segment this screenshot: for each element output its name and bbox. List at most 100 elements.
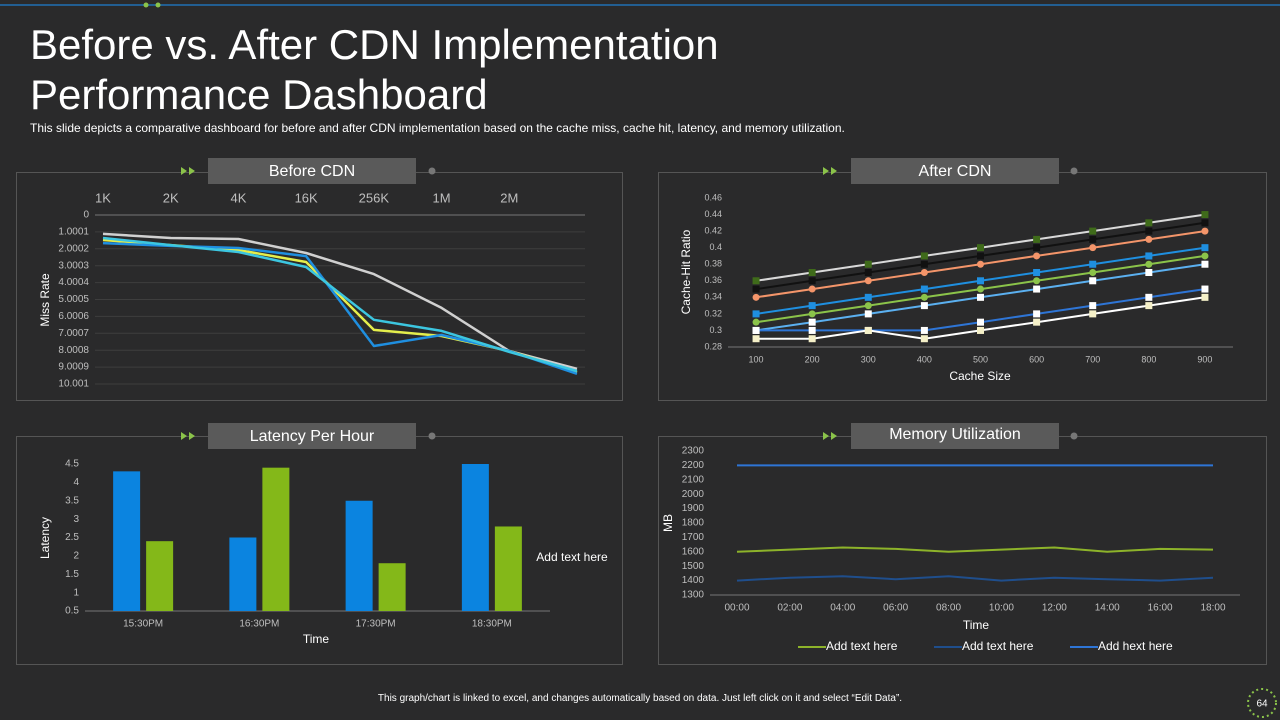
arrow-icon bbox=[181, 167, 187, 175]
point-marker bbox=[864, 302, 872, 310]
point-marker bbox=[977, 244, 984, 252]
point-marker bbox=[1201, 219, 1209, 227]
point-marker bbox=[1033, 269, 1041, 276]
y-tick-label: 0.42 bbox=[704, 225, 722, 235]
legend-label: Add hext here bbox=[1098, 639, 1173, 653]
y-tick-label: 1400 bbox=[682, 575, 705, 586]
panel-title: Latency Per Hour bbox=[250, 428, 375, 445]
arrow-icon bbox=[189, 432, 195, 440]
panel-header bbox=[208, 158, 416, 184]
y-tick-label: 1.0001 bbox=[58, 227, 89, 238]
x-tick-label: 200 bbox=[805, 354, 820, 364]
panel-header bbox=[208, 423, 416, 449]
y-tick-label: 0.46 bbox=[704, 192, 722, 202]
y-tick-label: 1900 bbox=[682, 503, 705, 514]
header-dot bbox=[428, 432, 436, 440]
x-axis-label: Time bbox=[303, 632, 330, 646]
x-tick-label: 00:00 bbox=[724, 603, 749, 614]
x-tick-label: 18:30PM bbox=[472, 619, 512, 630]
point-marker bbox=[977, 318, 984, 326]
y-tick-label: 0.44 bbox=[704, 209, 722, 219]
x-tick-label: 2K bbox=[163, 190, 179, 205]
panel-title: Memory Utilization bbox=[889, 426, 1021, 443]
series-line bbox=[736, 546, 1214, 553]
x-tick-label: 16:00 bbox=[1148, 603, 1173, 614]
page-badge bbox=[1247, 688, 1277, 718]
y-tick-label: 1700 bbox=[682, 532, 705, 543]
bar bbox=[229, 537, 257, 611]
y-tick-label: 10.001 bbox=[58, 379, 89, 390]
point-marker bbox=[1089, 269, 1097, 276]
point-marker bbox=[752, 293, 760, 301]
y-axis-label: MB bbox=[661, 514, 675, 532]
point-marker bbox=[920, 302, 928, 310]
point-marker bbox=[752, 326, 760, 334]
x-tick-label: 14:00 bbox=[1095, 603, 1120, 614]
header-dot bbox=[1070, 167, 1078, 175]
x-tick-label: 500 bbox=[973, 354, 988, 364]
x-tick-label: 18:00 bbox=[1200, 603, 1225, 614]
x-tick-label: 15:30PM bbox=[123, 619, 163, 630]
y-tick-label: 1500 bbox=[682, 561, 705, 572]
point-marker bbox=[920, 252, 928, 260]
y-tick-label: 2300 bbox=[682, 446, 705, 457]
point-marker bbox=[1089, 244, 1097, 252]
point-marker bbox=[1201, 227, 1209, 235]
y-tick-label: 2200 bbox=[682, 460, 705, 471]
y-tick-label: 0.3 bbox=[709, 325, 722, 335]
x-tick-label: 16:30PM bbox=[239, 619, 279, 630]
point-marker bbox=[752, 318, 760, 326]
y-tick-label: 0.36 bbox=[704, 275, 722, 285]
arrow-icon bbox=[831, 432, 837, 440]
panel-title: Before CDN bbox=[269, 163, 355, 180]
point-marker bbox=[864, 260, 872, 268]
x-tick-label: 04:00 bbox=[830, 603, 855, 614]
y-tick-label: 2.0002 bbox=[58, 243, 89, 254]
slide-subtitle: This slide depicts a comparative dashboa… bbox=[30, 121, 845, 135]
series-line bbox=[102, 232, 578, 371]
y-tick-label: 0.38 bbox=[704, 259, 722, 269]
point-marker bbox=[1089, 260, 1097, 268]
point-marker bbox=[808, 269, 816, 276]
y-tick-label: 3 bbox=[73, 514, 79, 525]
page-number: 64 bbox=[1256, 699, 1268, 710]
point-marker bbox=[977, 285, 984, 293]
panel-title: After CDN bbox=[919, 163, 992, 180]
point-marker bbox=[1089, 310, 1097, 318]
slide-title: Before vs. After CDN Implementation Perf… bbox=[30, 21, 719, 118]
point-marker bbox=[864, 310, 872, 318]
x-tick-label: 08:00 bbox=[936, 603, 961, 614]
point-marker bbox=[1033, 235, 1041, 243]
point-marker bbox=[977, 293, 984, 301]
series-line bbox=[102, 236, 578, 373]
point-marker bbox=[808, 326, 816, 334]
point-marker bbox=[752, 335, 760, 343]
arrow-icon bbox=[823, 432, 829, 440]
series-line bbox=[102, 238, 578, 374]
y-tick-label: 0 bbox=[83, 210, 89, 221]
x-tick-label: 300 bbox=[861, 354, 876, 364]
point-marker bbox=[1033, 285, 1041, 293]
x-tick-label: 12:00 bbox=[1042, 603, 1067, 614]
point-marker bbox=[1089, 227, 1097, 235]
x-tick-label: 06:00 bbox=[883, 603, 908, 614]
x-tick-label: 1K bbox=[95, 190, 111, 205]
point-marker bbox=[752, 310, 760, 318]
point-marker bbox=[1089, 277, 1097, 285]
y-axis-label: Cache-Hit Ratio bbox=[679, 229, 693, 314]
x-axis-label: Cache Size bbox=[949, 369, 1011, 383]
x-tick-label: 17:30PM bbox=[356, 619, 396, 630]
y-tick-label: 0.34 bbox=[704, 292, 722, 302]
point-marker bbox=[752, 285, 760, 293]
y-tick-label: 6.0006 bbox=[58, 311, 89, 322]
point-marker bbox=[920, 293, 928, 301]
y-tick-label: 0.5 bbox=[65, 606, 79, 617]
x-tick-label: 16K bbox=[295, 190, 318, 205]
rule-dot bbox=[143, 2, 149, 8]
footer-note: This graph/chart is linked to excel, and… bbox=[377, 693, 903, 704]
legend-label: Add text here bbox=[826, 639, 898, 653]
y-tick-label: 0.4 bbox=[709, 242, 722, 252]
y-tick-label: 2 bbox=[73, 551, 79, 562]
point-marker bbox=[1145, 302, 1153, 310]
